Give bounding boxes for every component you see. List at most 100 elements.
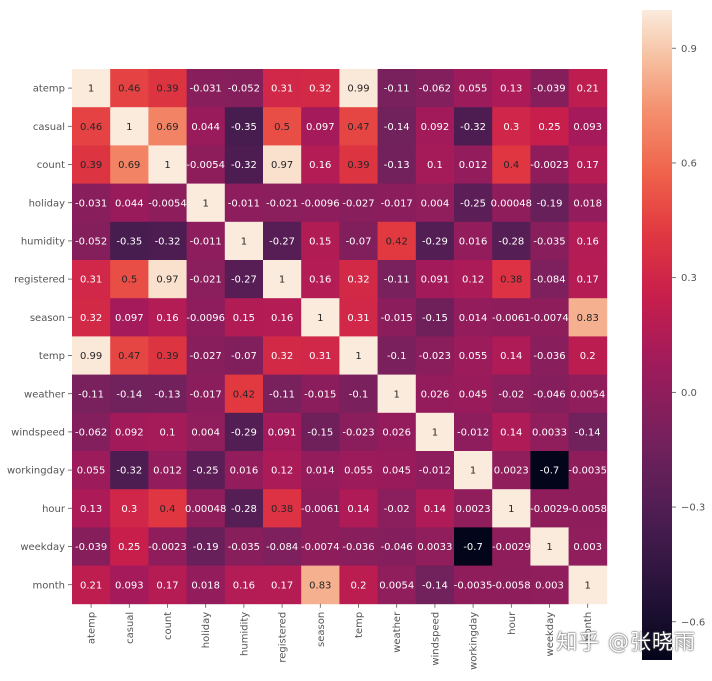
heatmap-cell [492,374,531,414]
heatmap-cell [186,298,226,337]
heatmap-cell [263,107,302,146]
cell-value-label: -0.021 [190,275,222,286]
cell-value-label: -0.07 [231,351,257,362]
heatmap-cell [530,451,569,490]
heatmap-cell [301,336,340,375]
cell-value-label: 0.17 [271,580,293,591]
heatmap-cell [568,298,608,337]
heatmap-cell [301,565,340,605]
cell-value-label: 0.093 [573,122,602,133]
heatmap-cell [339,107,378,146]
cell-value-label: 0.014 [306,466,335,477]
y-tick-label: workingday [7,466,65,477]
cell-value-label: -0.046 [381,542,413,553]
cell-value-label: 1 [88,84,94,95]
heatmap-cell [224,451,264,490]
heatmap-cell [339,298,378,337]
heatmap-cell [110,565,149,605]
heatmap-cell [377,527,417,566]
heatmap-cell [492,412,531,452]
heatmap-cell [72,260,111,299]
heatmap-cell [186,221,226,261]
heatmap-cell [415,69,455,108]
cell-value-label: -0.0054 [186,160,225,171]
heatmap-cell [454,221,493,261]
heatmap-cell [339,336,378,375]
cell-value-label: -0.0023 [148,542,187,553]
heatmap-cell [72,489,111,528]
heatmap-cell [492,451,531,490]
x-tick-label: windspeed [430,612,441,666]
cell-value-label: 0.092 [421,122,450,133]
cell-value-label: 0.39 [80,160,102,171]
cell-value-label: 0.2 [580,351,596,362]
heatmap-cell [263,336,302,375]
heatmap-cell [263,221,302,261]
cell-value-label: 0.17 [577,275,599,286]
cell-value-label: 0.044 [191,122,220,133]
cell-value-label: -0.11 [384,84,410,95]
x-axis-tick-labels: atemp casual count holiday humidity registere… [87,603,594,670]
heatmap-cell [492,145,531,184]
cell-value-label: -0.0058 [568,504,607,515]
heatmap-cell [492,183,531,223]
heatmap-cell [377,183,417,223]
cell-value-label: 0.14 [500,351,522,362]
heatmap-cell [415,451,455,490]
cell-value-label: 0.31 [271,84,293,95]
heatmap-cell [301,451,340,490]
cell-value-label: -0.19 [193,542,219,553]
heatmap-cell [263,298,302,337]
heatmap-cell [72,69,111,108]
heatmap-cell [568,565,608,605]
cell-value-label: 0.045 [382,466,411,477]
cell-value-label: -0.11 [269,389,295,400]
heatmap-cell [186,145,226,184]
heatmap-cell [186,527,226,566]
heatmap-cell [148,336,187,375]
heatmap-cell [148,260,187,299]
cell-value-label: 0.5 [274,122,290,133]
cell-value-label: 0.47 [118,351,140,362]
heatmap-cell [339,565,378,605]
heatmap-cell [224,183,264,223]
cell-value-label: 0.47 [347,122,369,133]
heatmap-cell [530,527,569,566]
heatmap-cell [301,69,340,108]
heatmap-cell [224,412,264,452]
heatmap-cell [454,527,493,566]
heatmap-cell [339,260,378,299]
cell-value-label: -0.35 [116,237,142,248]
heatmap-cell [377,489,417,528]
heatmap-cell [148,374,187,414]
x-tick-label: temp [354,612,365,638]
heatmap-cell [72,298,111,337]
x-tick-label: humidity [239,612,250,656]
cell-value-label: -0.7 [463,542,483,553]
cell-value-label: -0.011 [228,198,260,209]
cell-value-label: -0.0096 [186,313,225,324]
heatmap-cell [72,527,111,566]
cell-value-label: 0.14 [424,504,446,515]
heatmap-cell [72,183,111,223]
heatmap-cell [224,527,264,566]
heatmap-cell [72,565,111,605]
cell-value-label: 0.46 [80,122,102,133]
y-tick-label: hour [42,504,66,515]
cell-value-label: -0.027 [190,351,222,362]
cell-value-label: -0.035 [533,237,565,248]
cell-value-label: 1 [317,313,323,324]
heatmap-cell [72,107,111,146]
heatmap-cell [301,221,340,261]
cell-value-label: -0.0029 [492,542,531,553]
cell-value-label: -0.1 [387,351,407,362]
cell-value-label: 0.0054 [379,580,414,591]
heatmap-cell [415,336,455,375]
heatmap-cells [72,69,608,605]
cell-value-label: 0.091 [268,428,297,439]
cell-value-label: 0.99 [347,84,369,95]
heatmap-cell [377,336,417,375]
colorbar-tick-label: −0.3 [681,503,705,514]
cell-value-label: -0.27 [269,237,295,248]
cell-value-label: -0.062 [419,84,451,95]
